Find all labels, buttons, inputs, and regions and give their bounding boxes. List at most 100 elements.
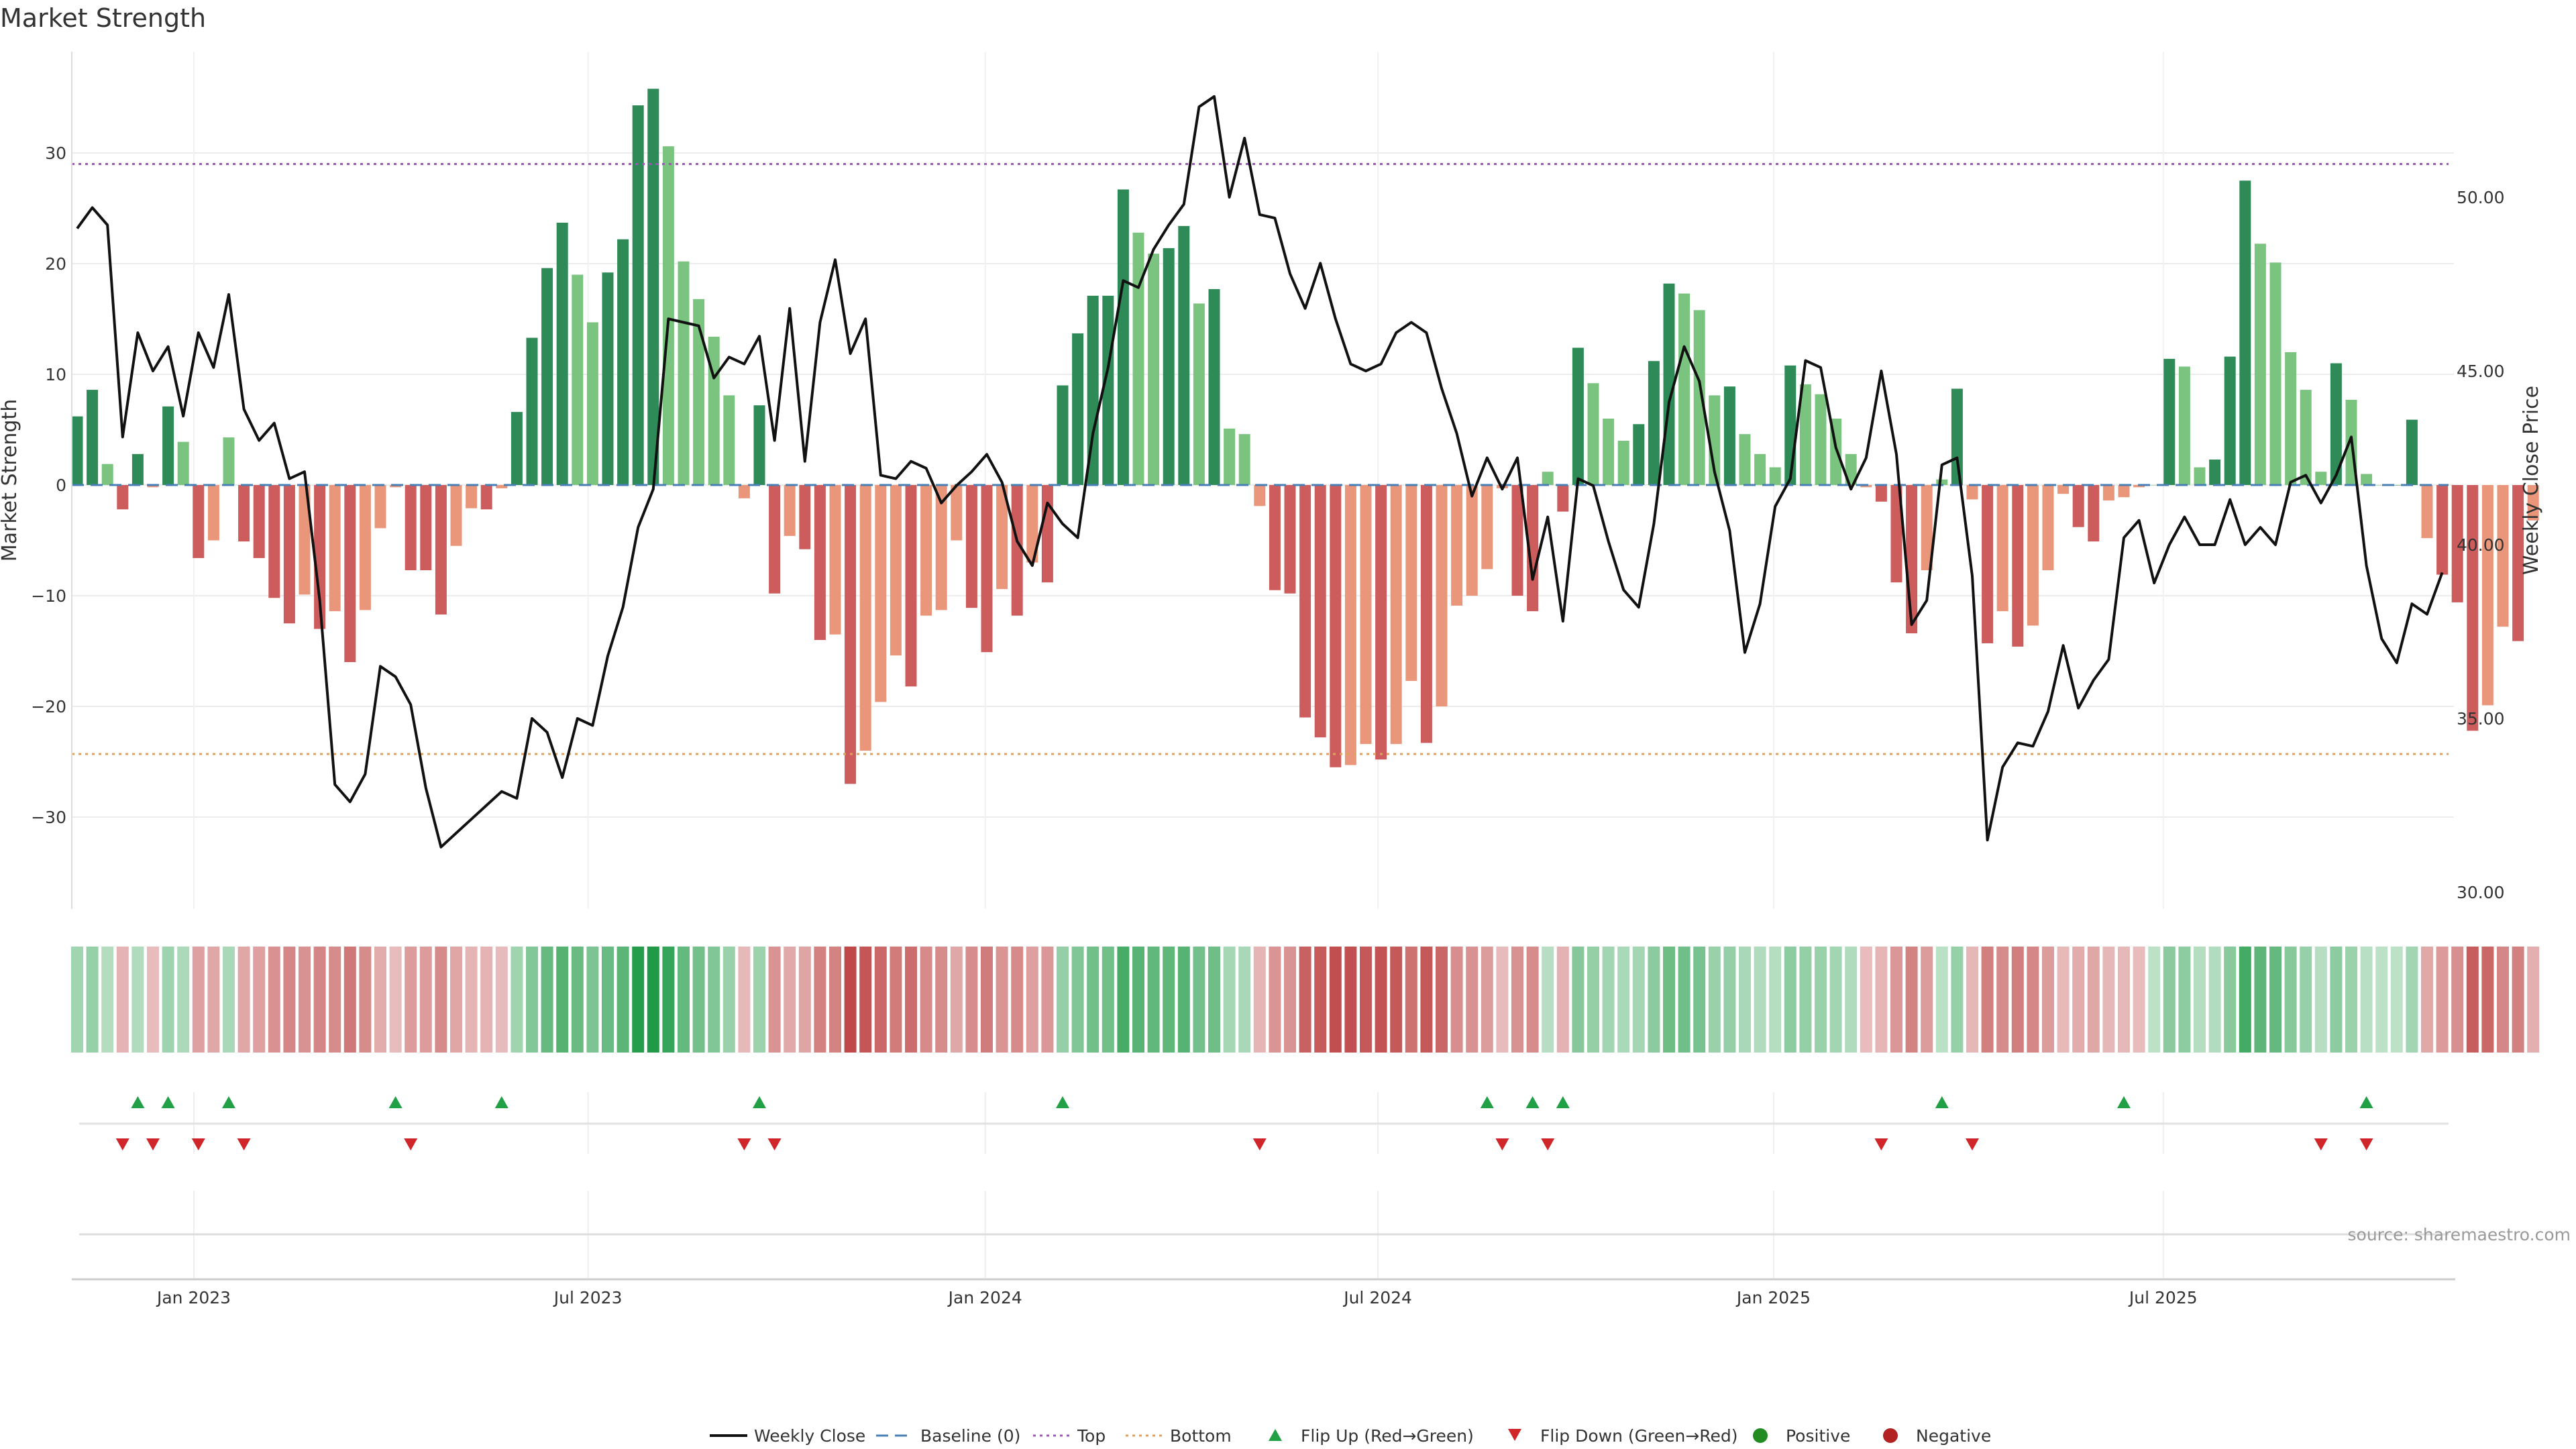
y-axis-label: Market Strength xyxy=(0,399,21,561)
flip-up-marker xyxy=(494,1096,508,1108)
legend: Weekly Close Baseline (0) Top Bottom Flip Up… xyxy=(710,1426,1991,1446)
strength-bar xyxy=(207,485,219,541)
heat-cell xyxy=(1193,947,1205,1053)
strength-bars xyxy=(71,89,2539,784)
strength-bar xyxy=(1572,347,1584,485)
strength-bar xyxy=(2194,467,2206,485)
heat-cell xyxy=(1390,947,1403,1053)
heat-cell xyxy=(2436,947,2449,1053)
strength-bar xyxy=(2512,485,2524,641)
x-tick-label: Jul 2023 xyxy=(553,1288,623,1307)
strength-bar xyxy=(572,274,584,485)
strength-bar xyxy=(450,485,462,546)
heat-cell xyxy=(2194,947,2206,1053)
time-axis-panel: Jan 2023 Jul 2023 Jan 2024 Jul 2024 Jan 2025… xyxy=(72,1233,2455,1307)
heat-cell xyxy=(2208,947,2221,1053)
heat-cell xyxy=(1845,947,1858,1053)
heat-cell xyxy=(571,947,584,1053)
flip-down-marker xyxy=(191,1138,205,1150)
heat-cell xyxy=(2133,947,2145,1053)
strength-bar xyxy=(2239,180,2251,485)
heat-cell xyxy=(1935,947,1948,1053)
strength-bar xyxy=(951,485,963,541)
strength-bar xyxy=(496,485,508,488)
heat-cell xyxy=(647,947,659,1053)
heat-cell xyxy=(1344,947,1357,1053)
heat-cell xyxy=(2148,947,2161,1053)
strength-bar xyxy=(147,485,159,488)
flip-up-marker xyxy=(222,1096,235,1108)
strength-bar xyxy=(87,390,99,485)
strength-bar xyxy=(1102,295,1114,485)
legend-item: Flip Down (Green→Red) xyxy=(1508,1426,1738,1446)
flip-down-marker xyxy=(1966,1138,1979,1150)
flip-up-marker xyxy=(388,1096,402,1108)
y2-axis-label: Weekly Close Price xyxy=(2520,386,2543,575)
flip-up-marker xyxy=(161,1096,175,1108)
heat-cell xyxy=(131,947,144,1053)
heat-cell xyxy=(1708,947,1721,1053)
heat-cell xyxy=(2345,947,2357,1053)
legend-label: Weekly Close xyxy=(754,1426,865,1446)
strength-bar xyxy=(2209,460,2221,485)
heat-cell xyxy=(814,947,826,1053)
heat-cell xyxy=(2239,947,2251,1053)
y2-tick-label: 50.00 xyxy=(2457,188,2505,207)
flip-up-marker xyxy=(2359,1096,2373,1108)
heat-cell xyxy=(177,947,190,1053)
legend-label: Baseline (0) xyxy=(920,1426,1020,1446)
heat-cell xyxy=(116,947,129,1053)
heat-cell xyxy=(71,947,83,1053)
strength-bar xyxy=(1799,384,1811,485)
heat-cell xyxy=(1481,947,1493,1053)
y-tick-label: −30 xyxy=(31,808,66,827)
heat-cell xyxy=(1799,947,1812,1053)
heat-cell xyxy=(1693,947,1706,1053)
heat-cell xyxy=(1526,947,1539,1053)
heat-cell xyxy=(2224,947,2237,1053)
heat-cell xyxy=(1436,947,1448,1053)
heat-cell xyxy=(2178,947,2191,1053)
flip-down-marker xyxy=(2359,1138,2373,1150)
heat-cell xyxy=(996,947,1008,1053)
heat-cell xyxy=(2481,947,2494,1053)
flip-up-marker xyxy=(131,1096,145,1108)
grid-layer xyxy=(72,52,2454,1278)
flip-down-marker xyxy=(115,1138,129,1150)
y2-tick-label: 40.00 xyxy=(2457,535,2505,555)
legend-swatch-dot xyxy=(1753,1428,1768,1443)
strength-bar xyxy=(511,412,523,485)
heat-cell xyxy=(1951,947,1964,1053)
strength-bar xyxy=(177,441,189,485)
legend-label: Positive xyxy=(1786,1426,1850,1446)
heat-cell xyxy=(662,947,675,1053)
legend-label: Bottom xyxy=(1170,1426,1232,1446)
flip-down-marker xyxy=(1252,1138,1267,1150)
strength-bar xyxy=(602,272,614,485)
flip-down-marker xyxy=(1495,1138,1509,1150)
heat-cell xyxy=(1466,947,1479,1053)
strength-bar xyxy=(1557,485,1569,512)
heat-cell xyxy=(965,947,978,1053)
heat-cell xyxy=(2087,947,2100,1053)
heat-cell xyxy=(329,947,341,1053)
heat-cell xyxy=(2527,947,2540,1053)
heat-cell xyxy=(1572,947,1585,1053)
flip-down-marker xyxy=(237,1138,251,1150)
heat-cell xyxy=(844,947,857,1053)
heat-cell xyxy=(283,947,296,1053)
chart-title: Market Strength xyxy=(0,3,206,33)
strength-bar xyxy=(1723,386,1735,485)
strength-bar xyxy=(1011,485,1023,616)
strength-bar xyxy=(1754,453,1766,485)
strength-bar xyxy=(1890,485,1902,583)
strength-bar xyxy=(268,485,280,598)
heat-cell xyxy=(1360,947,1372,1053)
strength-bar xyxy=(905,485,917,687)
flip-down-marker xyxy=(146,1138,160,1150)
heat-cell xyxy=(389,947,402,1053)
heat-cell xyxy=(1026,947,1038,1053)
flip-up-marker xyxy=(1556,1096,1570,1108)
heat-cell xyxy=(935,947,948,1053)
heat-cell xyxy=(1511,947,1523,1053)
